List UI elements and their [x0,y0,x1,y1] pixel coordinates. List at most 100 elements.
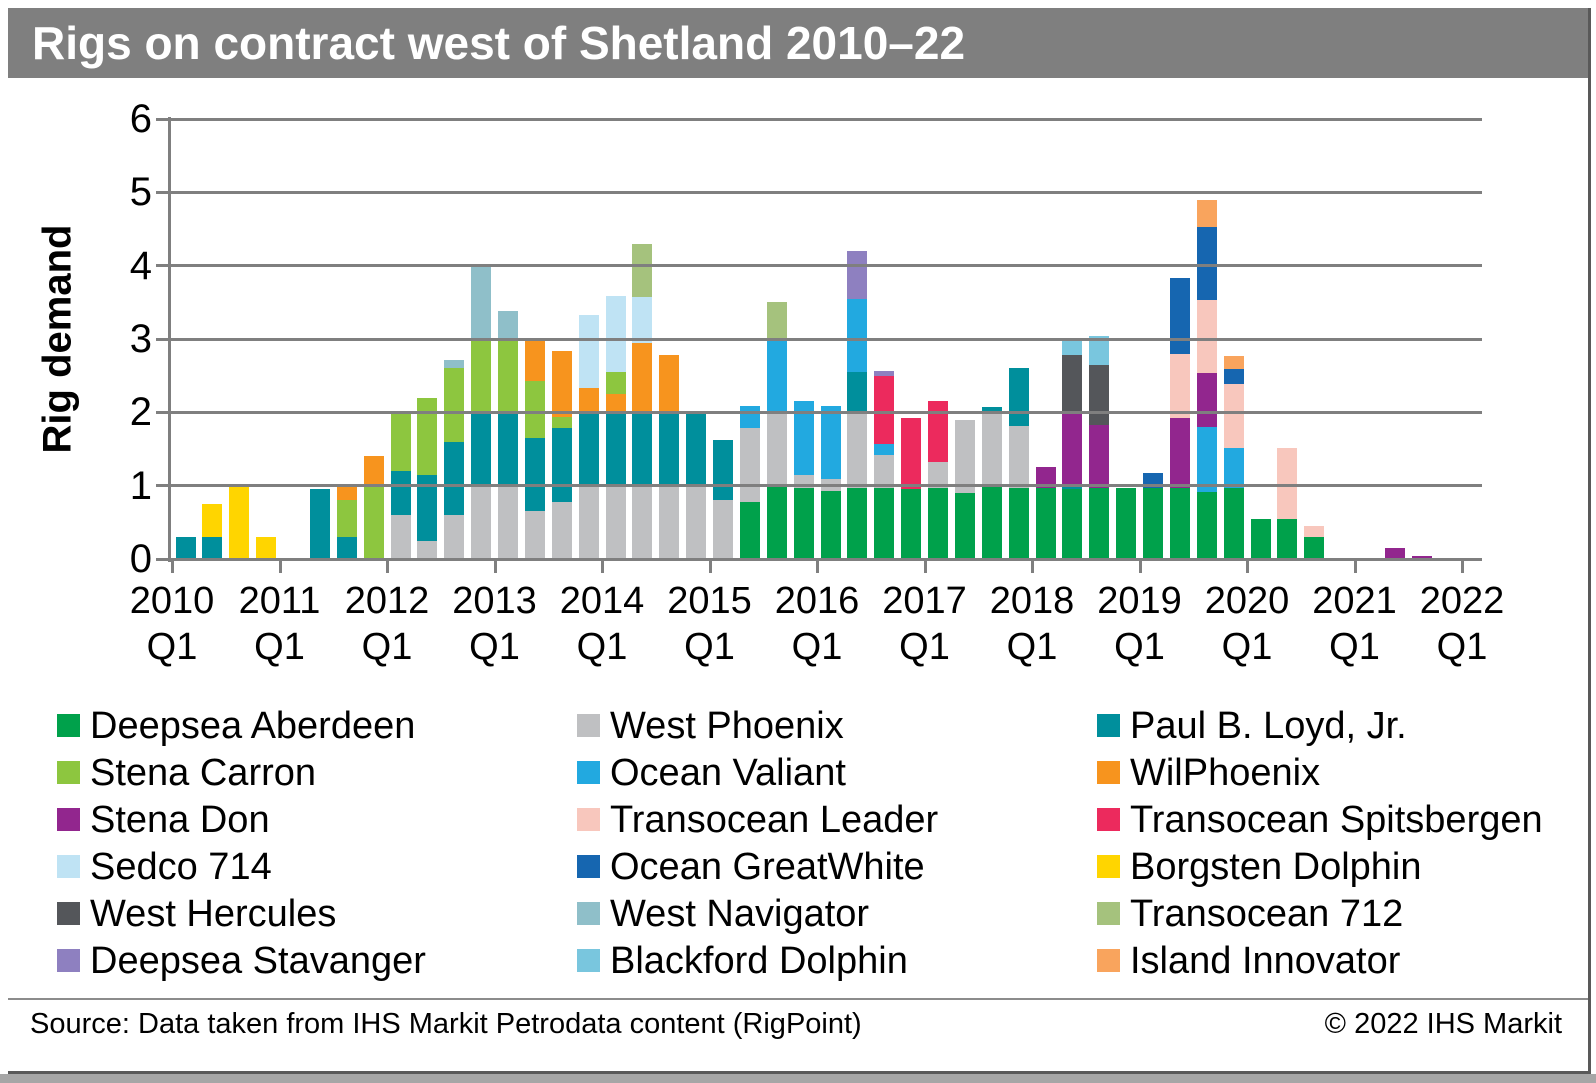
legend-label-wilphoenix: WilPhoenix [1130,752,1321,794]
bar-segment-2017-q1-deepsea-aberdeen [928,487,948,559]
x-label-quarter-2022: Q1 [1436,626,1488,668]
bar-segment-2018-q2-west-hercules [1062,355,1083,412]
legend-label-deepsea-aberdeen: Deepsea Aberdeen [90,705,416,747]
bar-segment-2010-q3-borgsten-dolphin [229,485,250,559]
bar-segment-2014-q3-wilphoenix [659,355,680,413]
bar-segment-2013-q4-paul-b-loyd-jr [578,412,599,486]
x-tick-2013 [493,559,497,573]
frame-bottom-band [0,1074,1596,1083]
bar-segment-2020-q3-transocean-leader [1304,526,1325,537]
bar-segment-2016-q1-ocean-valiant [820,405,841,480]
bar-segment-2017-q4-paul-b-loyd-jr [1008,368,1029,426]
bar-segment-2018-q4-deepsea-aberdeen [1116,487,1137,559]
bar-segment-2016-q2-deepsea-aberdeen [847,487,868,559]
gridline-y5 [170,190,1482,194]
bar-segment-2012-q4-paul-b-loyd-jr [471,412,492,486]
bar-segment-2018-q3-blackford-dolphin [1089,336,1110,366]
x-label-quarter-2011: Q1 [254,626,305,668]
x-label-year-2018: 2018 [989,580,1075,622]
bar-segment-2019-q2-deepsea-aberdeen [1169,487,1190,559]
legend-swatch-west-hercules [57,902,80,925]
bar-segment-2016-q3-west-phoenix [874,454,895,488]
y-tick-label-5: 5 [129,170,152,215]
bar-segment-2020-q3-deepsea-aberdeen [1304,537,1325,559]
bar-segment-2014-q1-stena-carron [605,372,626,394]
bar-segment-2020-q1-deepsea-aberdeen [1250,518,1271,559]
x-label-quarter-2012: Q1 [361,626,413,668]
x-tick-label-2017: 2017 Q1 [865,578,985,670]
bar-segment-2017-q4-west-phoenix [1008,425,1029,488]
bar-segment-2017-q1-transocean-spitsbergen [928,401,948,463]
y-tick-3 [156,337,170,341]
y-tick-0 [156,557,170,561]
legend-label-blackford-dolphin: Blackford Dolphin [610,940,908,982]
bar-segment-2014-q1-sedco-714 [605,296,626,372]
legend-label-deepsea-stavanger: Deepsea Stavanger [90,940,426,982]
legend-swatch-transocean-712 [1097,902,1120,925]
legend-swatch-blackford-dolphin [577,949,600,972]
y-tick-label-6: 6 [129,97,152,141]
legend-label-sedco-714: Sedco 714 [90,846,272,888]
x-tick-label-2016: 2016 Q1 [757,578,877,670]
bar-segment-2017-q3-deepsea-aberdeen [981,485,1002,559]
legend-label-ocean-valiant: Ocean Valiant [610,752,846,794]
x-tick-label-2018: 2018 Q1 [972,578,1092,670]
bar-segment-2017-q3-west-phoenix [981,412,1002,486]
bar-segment-2019-q2-ocean-greatwhite [1169,278,1190,354]
bar-segment-2016-q3-transocean-spitsbergen [874,376,895,444]
x-label-year-2020: 2020 [1204,580,1290,622]
bar-segment-2019-q4-transocean-leader [1223,384,1244,449]
bar-segment-2016-q2-deepsea-stavanger [847,251,868,299]
bar-segment-2015-q3-deepsea-aberdeen [766,485,787,559]
bar-segment-2012-q3-west-phoenix [444,515,465,559]
copyright-note: © 2022 IHS Markit [1324,1008,1562,1040]
bar-segment-2019-q2-transocean-leader [1169,353,1190,419]
bar-segment-2013-q2-west-phoenix [524,511,545,559]
chart-title-bar: Rigs on contract west of Shetland 2010–2… [8,8,1588,78]
bar-segment-2014-q1-wilphoenix [605,394,626,413]
x-tick-2015 [708,559,712,573]
bar-segment-2010-q1-paul-b-loyd-jr [175,537,196,559]
x-tick-label-2021: 2021 Q1 [1295,578,1415,670]
x-tick-label-2010: 2010 Q1 [112,578,232,670]
x-tick-label-2022: 2022 Q1 [1402,578,1522,670]
x-label-year-2010: 2010 [129,580,215,622]
x-tick-2012 [386,559,389,573]
bar-segment-2015-q1-west-phoenix [713,500,733,559]
bar-segment-2015-q3-ocean-valiant [766,339,787,413]
bar-segment-2014-q4-west-phoenix [686,485,707,559]
bar-segment-2019-q3-ocean-greatwhite [1196,226,1217,301]
bar-segment-2018-q3-stena-don [1089,424,1110,488]
bar-segment-2013-q4-sedco-714 [578,314,599,389]
bar-segment-2019-q3-transocean-leader [1196,300,1217,373]
x-label-year-2016: 2016 [774,580,860,622]
bar-segment-2012-q4-west-phoenix [471,485,492,559]
bar-segment-2012-q2-stena-carron [417,397,438,475]
legend-swatch-transocean-leader [577,808,600,831]
x-label-year-2011: 2011 [238,580,321,622]
bar-segment-2013-q1-west-phoenix [498,485,518,559]
bar-segment-2015-q3-west-phoenix [766,412,787,486]
bar-segment-2015-q4-deepsea-aberdeen [793,487,814,559]
bar-segment-2014-q2-transocean-712 [632,244,653,298]
bar-segment-2016-q3-ocean-valiant [874,443,895,455]
gridline-y0 [170,557,1482,561]
bar-segment-2020-q2-transocean-leader [1277,447,1298,519]
legend-swatch-wilphoenix [1097,761,1120,784]
bar-segment-2011-q3-stena-carron [336,500,357,537]
bar-segment-2011-q4-stena-carron [363,485,384,559]
legend-swatch-ocean-greatwhite [577,855,600,878]
bar-segment-2013-q2-paul-b-loyd-jr [524,438,545,512]
bar-segment-2014-q3-west-phoenix [659,485,680,559]
bar-segment-2012-q1-paul-b-loyd-jr [390,471,411,515]
gridline-y1 [170,484,1482,488]
bar-segment-2017-q2-deepsea-aberdeen [954,493,975,559]
x-tick-label-2020: 2020 Q1 [1187,578,1307,670]
bar-segment-2018-q1-stena-don [1035,467,1056,488]
legend-label-stena-carron: Stena Carron [90,752,317,794]
bar-segment-2012-q1-stena-carron [390,412,411,471]
legend-swatch-paul-b-loyd-jr [1097,714,1120,737]
x-tick-label-2012: 2012 Q1 [327,578,447,670]
bar-segment-2012-q4-stena-carron [471,339,492,413]
gridline-y4 [170,264,1482,268]
